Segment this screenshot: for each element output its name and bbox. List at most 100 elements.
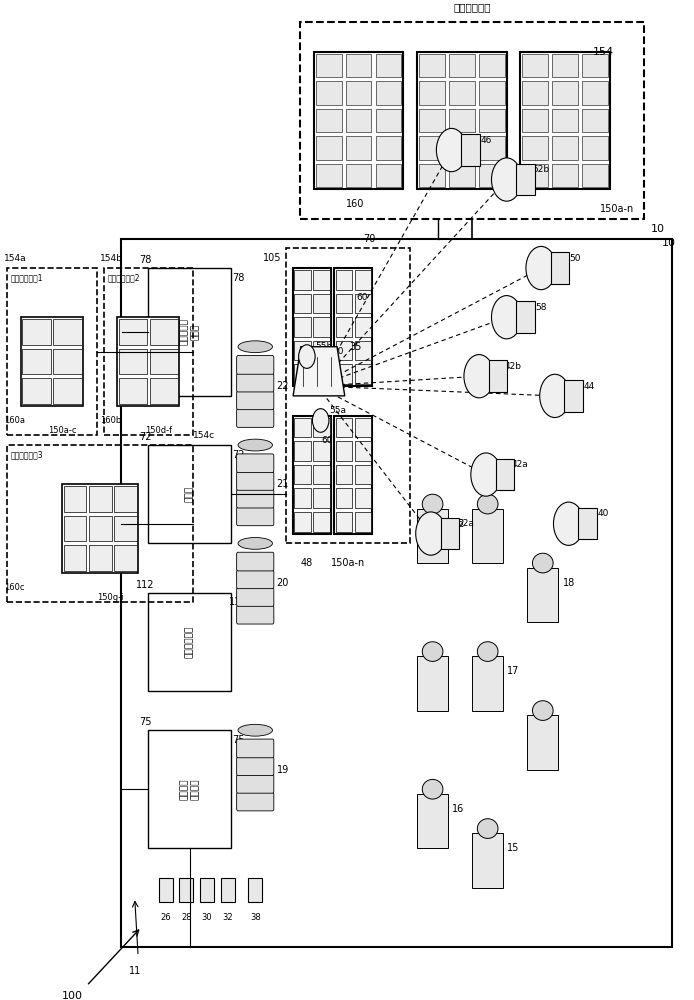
Text: 78: 78: [232, 273, 244, 283]
Text: 38: 38: [250, 913, 261, 922]
FancyBboxPatch shape: [237, 570, 274, 589]
FancyBboxPatch shape: [449, 81, 475, 105]
Text: 到外部系统
的网关: 到外部系统 的网关: [180, 319, 199, 345]
FancyBboxPatch shape: [336, 341, 352, 360]
Text: 160b: 160b: [100, 416, 121, 425]
FancyBboxPatch shape: [314, 294, 330, 313]
FancyBboxPatch shape: [336, 488, 352, 508]
FancyBboxPatch shape: [53, 349, 82, 374]
Text: 16: 16: [452, 804, 464, 814]
FancyBboxPatch shape: [516, 301, 535, 333]
Text: 52b: 52b: [532, 165, 550, 174]
FancyBboxPatch shape: [355, 341, 371, 360]
FancyBboxPatch shape: [346, 164, 371, 187]
FancyBboxPatch shape: [21, 317, 83, 406]
Text: 28: 28: [181, 913, 192, 922]
FancyBboxPatch shape: [149, 445, 231, 543]
FancyBboxPatch shape: [472, 509, 503, 563]
FancyBboxPatch shape: [479, 81, 505, 105]
FancyBboxPatch shape: [316, 54, 341, 77]
FancyBboxPatch shape: [346, 109, 371, 132]
FancyBboxPatch shape: [221, 878, 235, 902]
Text: 15: 15: [507, 843, 520, 853]
Circle shape: [554, 502, 584, 545]
FancyBboxPatch shape: [449, 109, 475, 132]
FancyBboxPatch shape: [449, 164, 475, 187]
FancyBboxPatch shape: [552, 109, 578, 132]
FancyBboxPatch shape: [64, 545, 86, 571]
Circle shape: [464, 355, 494, 398]
FancyBboxPatch shape: [316, 109, 341, 132]
FancyBboxPatch shape: [564, 380, 583, 412]
Text: 21: 21: [277, 479, 289, 489]
FancyBboxPatch shape: [89, 545, 112, 571]
FancyBboxPatch shape: [346, 136, 371, 160]
Text: 60: 60: [332, 347, 344, 356]
FancyBboxPatch shape: [89, 516, 112, 541]
Text: 30: 30: [202, 913, 212, 922]
FancyBboxPatch shape: [237, 507, 274, 526]
Ellipse shape: [477, 819, 498, 838]
FancyBboxPatch shape: [149, 730, 231, 848]
FancyBboxPatch shape: [150, 378, 178, 404]
FancyBboxPatch shape: [294, 465, 311, 484]
FancyBboxPatch shape: [149, 268, 231, 396]
FancyBboxPatch shape: [582, 54, 608, 77]
FancyBboxPatch shape: [355, 364, 371, 384]
Circle shape: [491, 158, 522, 201]
Ellipse shape: [532, 553, 553, 573]
Text: 20: 20: [277, 578, 289, 588]
FancyBboxPatch shape: [472, 656, 503, 711]
FancyBboxPatch shape: [449, 136, 475, 160]
FancyBboxPatch shape: [523, 109, 548, 132]
FancyBboxPatch shape: [516, 164, 535, 195]
FancyBboxPatch shape: [159, 878, 173, 902]
Text: 100: 100: [62, 991, 83, 1000]
FancyBboxPatch shape: [237, 409, 274, 427]
Text: 75: 75: [232, 735, 244, 745]
FancyBboxPatch shape: [237, 605, 274, 624]
FancyBboxPatch shape: [294, 317, 311, 337]
Text: 17: 17: [507, 666, 520, 676]
FancyBboxPatch shape: [336, 418, 352, 437]
FancyBboxPatch shape: [578, 508, 597, 539]
Text: 温度受控区域: 温度受控区域: [453, 2, 491, 12]
FancyBboxPatch shape: [237, 774, 274, 793]
Text: 到其它工
厂的网关: 到其它工 厂的网关: [180, 778, 199, 800]
FancyBboxPatch shape: [62, 484, 138, 573]
Text: 112: 112: [136, 580, 154, 590]
Text: 46: 46: [480, 136, 491, 145]
Ellipse shape: [477, 494, 498, 514]
FancyBboxPatch shape: [419, 54, 445, 77]
Circle shape: [491, 296, 522, 339]
Text: 72: 72: [139, 432, 151, 442]
FancyBboxPatch shape: [552, 136, 578, 160]
FancyBboxPatch shape: [294, 441, 311, 461]
Circle shape: [540, 374, 570, 418]
FancyBboxPatch shape: [121, 239, 672, 947]
FancyBboxPatch shape: [237, 792, 274, 811]
Text: 58: 58: [535, 303, 547, 312]
FancyBboxPatch shape: [294, 294, 311, 313]
FancyBboxPatch shape: [417, 656, 448, 711]
FancyBboxPatch shape: [552, 81, 578, 105]
FancyBboxPatch shape: [335, 416, 372, 534]
Text: 接入点: 接入点: [185, 486, 194, 502]
FancyBboxPatch shape: [472, 833, 503, 888]
Circle shape: [298, 345, 315, 368]
FancyBboxPatch shape: [479, 136, 505, 160]
Text: 78: 78: [139, 255, 151, 265]
FancyBboxPatch shape: [417, 794, 448, 848]
FancyBboxPatch shape: [523, 136, 548, 160]
Circle shape: [312, 409, 329, 432]
Ellipse shape: [238, 341, 273, 353]
FancyBboxPatch shape: [180, 878, 193, 902]
Text: 60: 60: [356, 293, 368, 302]
FancyBboxPatch shape: [22, 349, 51, 374]
Text: 55b: 55b: [316, 342, 332, 351]
Text: 60: 60: [322, 436, 333, 445]
FancyBboxPatch shape: [523, 164, 548, 187]
FancyBboxPatch shape: [419, 136, 445, 160]
FancyBboxPatch shape: [237, 472, 274, 490]
Text: 112: 112: [229, 597, 247, 607]
